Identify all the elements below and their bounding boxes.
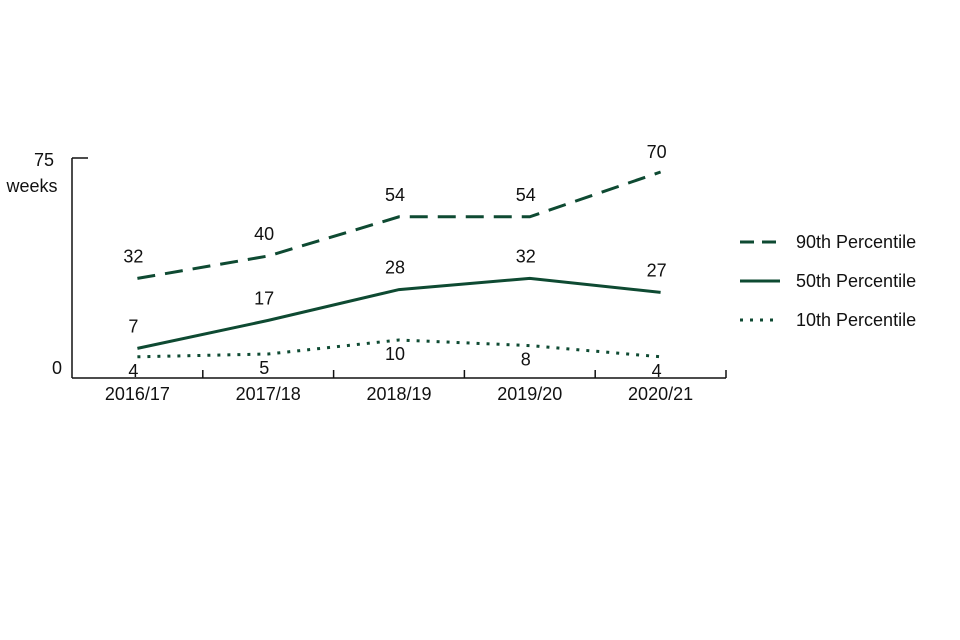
data-label: 4 <box>128 361 138 381</box>
data-label: 7 <box>128 316 138 336</box>
x-tick-label: 2018/19 <box>366 384 431 404</box>
legend-label: 50th Percentile <box>796 271 916 291</box>
x-tick-label: 2019/20 <box>497 384 562 404</box>
data-label: 70 <box>647 142 667 162</box>
series-layer <box>137 170 662 359</box>
data-label: 10 <box>385 344 405 364</box>
data-label: 54 <box>385 185 405 205</box>
x-tick-label: 2020/21 <box>628 384 693 404</box>
legend: 90th Percentile 50th Percentile 10th Perce… <box>740 232 916 330</box>
legend-label: 90th Percentile <box>796 232 916 252</box>
data-label: 32 <box>516 246 536 266</box>
data-label: 4 <box>652 361 662 381</box>
x-tick-label: 2017/18 <box>236 384 301 404</box>
data-label: 32 <box>123 246 143 266</box>
data-labels: 32 40 54 54 70 7 17 28 32 27 4 5 10 8 4 <box>123 142 666 381</box>
legend-label: 10th Percentile <box>796 310 916 330</box>
data-label: 27 <box>647 260 667 280</box>
series-line-solid <box>137 276 661 350</box>
y-tick-label-min: 0 <box>52 358 62 378</box>
series-line-dotted <box>137 338 661 359</box>
x-axis-ticks: 2016/17 2017/18 2018/19 2019/20 2020/21 <box>105 370 727 404</box>
x-tick-label: 2016/17 <box>105 384 170 404</box>
y-axis-label: weeks <box>5 176 57 196</box>
data-label: 8 <box>521 350 531 370</box>
data-label: 40 <box>254 224 274 244</box>
data-label: 5 <box>259 358 269 378</box>
data-label: 17 <box>254 288 274 308</box>
data-label: 28 <box>385 258 405 278</box>
data-label: 54 <box>516 185 536 205</box>
y-tick-label-max: 75 <box>34 150 54 170</box>
series-line-dashed <box>137 170 662 280</box>
